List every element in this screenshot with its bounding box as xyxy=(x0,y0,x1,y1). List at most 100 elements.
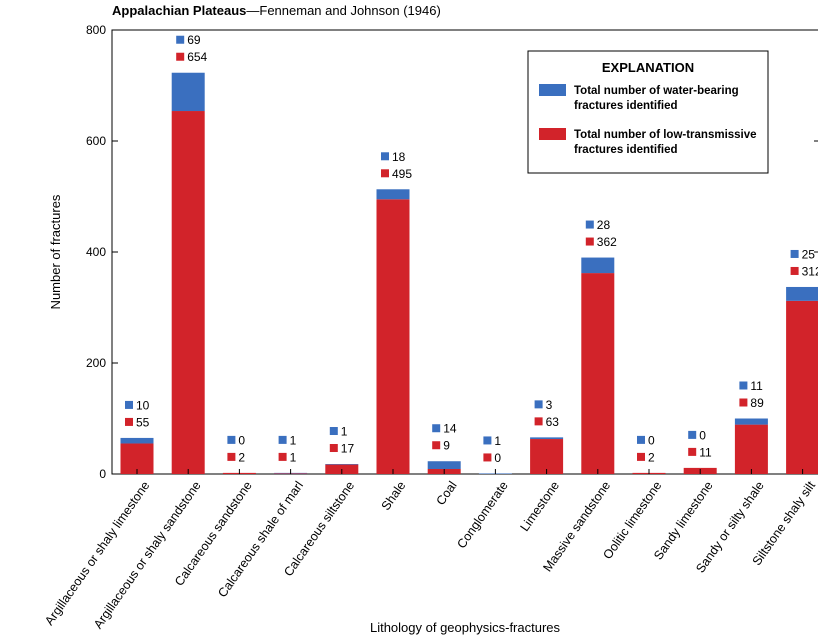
x-category-label: Calcareous shale of marl xyxy=(215,479,306,600)
label-swatch-water-bearing xyxy=(483,436,492,445)
y-tick-label: 600 xyxy=(86,134,106,148)
bar-low-transmissive xyxy=(581,273,615,474)
bar-water-bearing xyxy=(427,461,461,470)
data-label-low-transmissive: 55 xyxy=(136,415,150,429)
data-label-low-transmissive: 362 xyxy=(597,235,617,249)
label-swatch-water-bearing xyxy=(585,220,594,229)
label-swatch-water-bearing xyxy=(329,427,338,436)
label-swatch-low-transmissive xyxy=(534,417,543,426)
y-tick-label: 800 xyxy=(86,23,106,37)
bar-low-transmissive xyxy=(120,443,154,474)
bar-low-transmissive xyxy=(376,199,410,474)
legend-title: EXPLANATION xyxy=(602,60,694,75)
bar-water-bearing xyxy=(171,72,205,112)
x-category-label: Argillaceous or shaly limestone xyxy=(42,479,152,628)
data-label-low-transmissive: 2 xyxy=(238,450,245,464)
data-label-water-bearing: 14 xyxy=(443,422,457,436)
data-label-low-transmissive: 2 xyxy=(648,450,655,464)
label-swatch-water-bearing xyxy=(227,435,236,444)
label-swatch-water-bearing xyxy=(790,249,799,258)
legend-water-line1: Total number of water-bearing xyxy=(574,85,739,97)
label-swatch-low-transmissive xyxy=(125,417,133,426)
legend-swatch-low-transmissive xyxy=(539,128,566,140)
data-label-low-transmissive: 89 xyxy=(750,396,764,410)
x-axis-label: Lithology of geophysics-fractures xyxy=(370,620,561,635)
data-label-low-transmissive: 1 xyxy=(290,450,297,464)
data-label-low-transmissive: 63 xyxy=(546,415,560,429)
label-swatch-low-transmissive xyxy=(176,52,185,61)
bar-water-bearing xyxy=(530,437,564,440)
bar-low-transmissive xyxy=(171,111,205,474)
legend-low-line1: Total number of low-transmissive xyxy=(574,129,757,141)
bar-low-transmissive xyxy=(786,300,818,474)
data-label-low-transmissive: 9 xyxy=(443,439,450,453)
data-label-water-bearing: 3 xyxy=(546,398,553,412)
x-category-label: Limestone xyxy=(518,479,563,534)
label-swatch-water-bearing xyxy=(688,430,697,439)
label-swatch-low-transmissive xyxy=(688,447,697,456)
bar-low-transmissive xyxy=(734,424,768,474)
data-label-water-bearing: 0 xyxy=(648,433,655,447)
x-category-label: Shale xyxy=(379,479,409,513)
label-swatch-water-bearing xyxy=(125,400,133,409)
label-swatch-water-bearing xyxy=(278,435,287,444)
y-axis-label: Number of fractures xyxy=(48,194,63,309)
x-category-label: Argillaceous or shaly sandstone xyxy=(91,479,204,632)
legend: EXPLANATION Total number of water-bearin… xyxy=(527,50,769,174)
x-axis-categories: Argillaceous or shaly limestoneArgillace… xyxy=(42,469,818,631)
bar-water-bearing xyxy=(120,437,154,444)
x-category-label: Conglomerate xyxy=(454,479,511,551)
data-label-low-transmissive: 17 xyxy=(341,442,355,456)
data-label-water-bearing: 0 xyxy=(699,428,706,442)
data-label-low-transmissive: 11 xyxy=(699,445,712,459)
bar-water-bearing xyxy=(325,464,359,465)
label-swatch-water-bearing xyxy=(534,400,543,409)
data-label-water-bearing: 10 xyxy=(136,398,150,412)
y-tick-label: 0 xyxy=(99,467,106,481)
legend-water-line2: fractures identified xyxy=(574,100,678,112)
label-swatch-water-bearing xyxy=(381,152,389,161)
label-swatch-low-transmissive xyxy=(432,441,441,450)
bars-group xyxy=(120,72,818,474)
data-label-water-bearing: 0 xyxy=(238,433,245,447)
x-category-label: Coal xyxy=(433,479,459,508)
data-label-water-bearing: 1 xyxy=(290,433,297,447)
data-label-low-transmissive: 654 xyxy=(187,50,207,64)
chart-title-bold: Appalachian Plateaus xyxy=(112,3,246,18)
data-label-water-bearing: 18 xyxy=(392,150,406,164)
label-swatch-water-bearing xyxy=(739,381,748,390)
bar-water-bearing xyxy=(376,189,410,200)
bar-water-bearing xyxy=(734,418,768,425)
data-label-water-bearing: 11 xyxy=(750,379,763,393)
legend-box xyxy=(527,50,769,174)
label-swatch-low-transmissive xyxy=(585,237,594,246)
label-swatch-low-transmissive xyxy=(637,452,645,461)
y-tick-label: 200 xyxy=(86,356,106,370)
data-label-water-bearing: 25 xyxy=(802,247,816,261)
legend-low-line2: fractures identified xyxy=(574,144,678,156)
data-label-low-transmissive: 312 xyxy=(802,264,818,278)
bar-water-bearing xyxy=(581,257,615,274)
data-label-water-bearing: 1 xyxy=(341,425,348,439)
label-swatch-water-bearing xyxy=(176,35,185,44)
bar-water-bearing xyxy=(786,286,818,301)
legend-swatch-water-bearing xyxy=(539,84,566,96)
label-swatch-low-transmissive xyxy=(790,266,799,275)
label-swatch-low-transmissive xyxy=(381,169,389,178)
data-label-low-transmissive: 495 xyxy=(392,167,412,181)
label-swatch-low-transmissive xyxy=(739,398,748,407)
bar-low-transmissive xyxy=(530,439,564,474)
chart-title-rest: —Fenneman and Johnson (1946) xyxy=(246,3,440,18)
label-swatch-low-transmissive xyxy=(483,453,492,462)
data-label-low-transmissive: 0 xyxy=(494,451,501,465)
data-label-water-bearing: 69 xyxy=(187,33,201,47)
label-swatch-low-transmissive xyxy=(278,452,287,461)
y-tick-label: 400 xyxy=(86,245,106,259)
label-swatch-low-transmissive xyxy=(227,452,236,461)
label-swatch-low-transmissive xyxy=(329,444,338,453)
chart-title: Appalachian Plateaus—Fenneman and Johnso… xyxy=(112,3,441,18)
label-swatch-water-bearing xyxy=(637,435,645,444)
